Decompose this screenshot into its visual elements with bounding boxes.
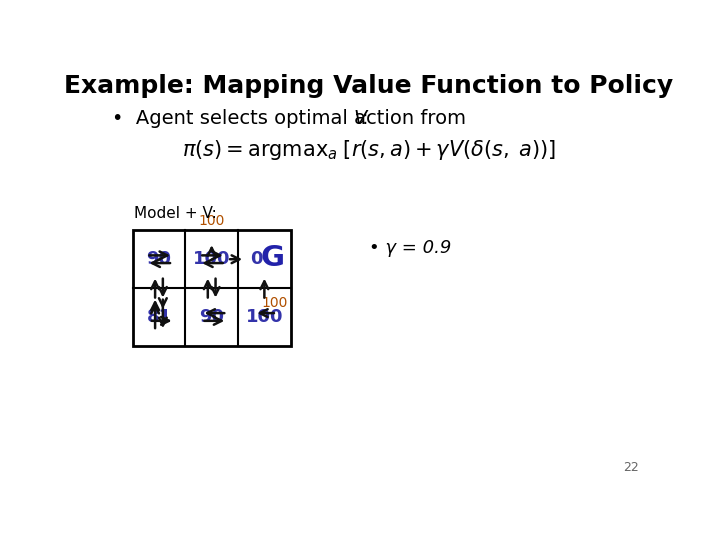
Text: 81: 81 xyxy=(146,308,171,326)
Text: G: G xyxy=(260,244,284,272)
Text: 100: 100 xyxy=(199,214,225,228)
Text: 22: 22 xyxy=(623,462,639,475)
Text: •  Agent selects optimal action from: • Agent selects optimal action from xyxy=(112,109,472,128)
Text: :: : xyxy=(361,109,368,128)
Text: $\pi(s) = \mathrm{argmax}_a\;[r(s,a) + \gamma V(\delta(s,\; a))]$: $\pi(s) = \mathrm{argmax}_a\;[r(s,a) + \… xyxy=(182,138,556,161)
Bar xyxy=(132,231,291,346)
Text: Model + V:: Model + V: xyxy=(134,206,217,221)
Text: 100: 100 xyxy=(193,250,230,268)
Text: V: V xyxy=(354,109,367,128)
Text: 0: 0 xyxy=(251,250,263,268)
Text: 100: 100 xyxy=(261,296,287,310)
Text: 90: 90 xyxy=(199,308,224,326)
Text: Example: Mapping Value Function to Policy: Example: Mapping Value Function to Polic… xyxy=(64,73,674,98)
Text: 90: 90 xyxy=(146,250,171,268)
Text: 100: 100 xyxy=(246,308,283,326)
Text: • γ = 0.9: • γ = 0.9 xyxy=(369,239,451,256)
